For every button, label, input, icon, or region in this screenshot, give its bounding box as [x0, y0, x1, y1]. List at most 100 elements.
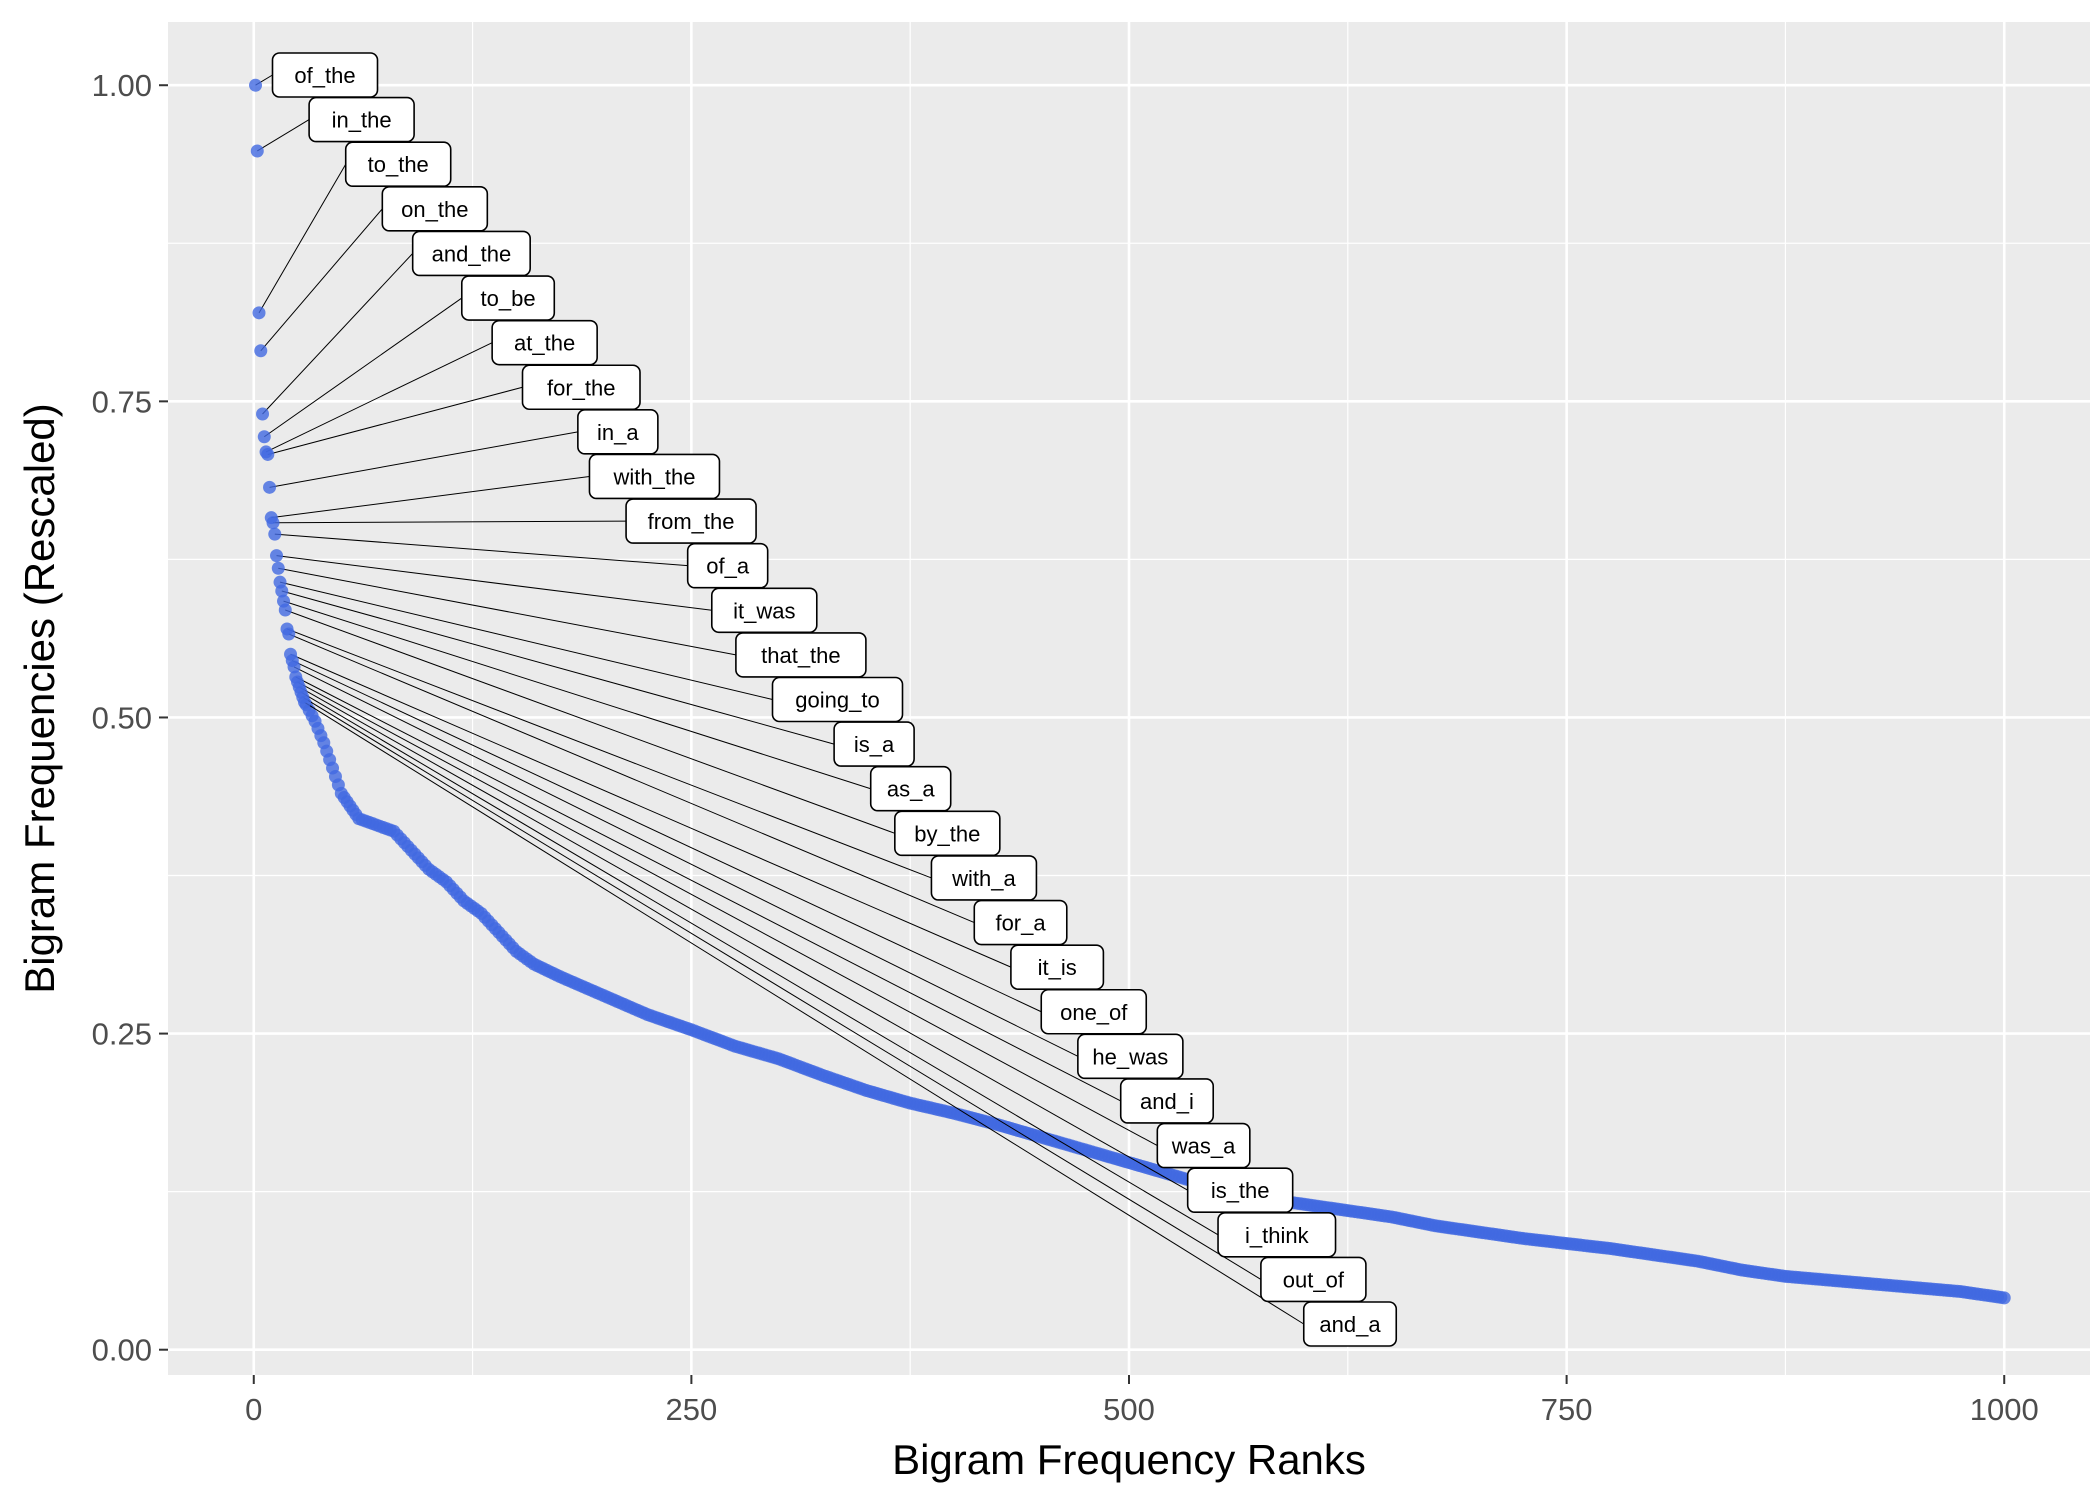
label-text: out_of — [1283, 1267, 1345, 1292]
y-tick-label: 0.50 — [92, 700, 152, 735]
label-box — [771, 676, 904, 723]
point-label: with_a — [930, 855, 1038, 901]
label-text: for_the — [547, 375, 616, 400]
label-text: from_the — [648, 509, 735, 534]
labeled-point — [249, 78, 263, 92]
point-label: out_of — [1260, 1256, 1367, 1303]
point-label: going_to — [771, 676, 904, 723]
x-tick-label: 0 — [245, 1392, 262, 1427]
leader-line — [260, 208, 383, 352]
point-label: to_be — [460, 275, 556, 321]
labeled-point — [266, 516, 280, 530]
y-axis-title: Bigram Frequencies (Rescaled) — [16, 403, 63, 994]
label-text: that_the — [761, 643, 841, 668]
leader-line — [278, 567, 736, 656]
leader-line — [304, 701, 1305, 1325]
leader-line — [292, 660, 1042, 1013]
point-label: is_a — [833, 721, 915, 767]
labeled-point — [263, 480, 277, 494]
point-labels: of_the in_the to_the on_the and_the to_be at_t… — [271, 52, 1398, 1347]
point-label: it_is — [1010, 944, 1105, 990]
label-text: is_a — [854, 732, 895, 757]
y-tick-label: 0.75 — [92, 384, 152, 419]
labeled-point — [261, 447, 275, 461]
leader-line — [285, 609, 895, 834]
leader-line — [258, 163, 347, 314]
label-text: with_a — [951, 866, 1016, 891]
label-text: of_the — [294, 63, 355, 88]
point-label: of_a — [686, 542, 769, 589]
leader-line — [273, 520, 627, 524]
point-label: on_the — [381, 186, 489, 232]
labeled-point — [282, 627, 296, 641]
label-text: was_a — [1171, 1134, 1236, 1159]
labeled-point — [268, 527, 282, 541]
label-text: is_the — [1211, 1178, 1270, 1203]
y-tick-label: 1.00 — [92, 68, 152, 103]
label-text: on_the — [401, 197, 468, 222]
leader-line — [290, 653, 1012, 968]
label-text: to_the — [368, 152, 429, 177]
y-tick-label: 0.00 — [92, 1333, 152, 1368]
leader-line — [283, 600, 871, 790]
point-label: that_the — [735, 632, 867, 678]
labeled-point — [287, 660, 301, 674]
label-text: and_the — [432, 241, 512, 266]
leader-line — [281, 590, 835, 745]
leader-line — [267, 386, 523, 455]
point-label: and_i — [1119, 1078, 1215, 1124]
leader-line — [269, 431, 578, 488]
leader-line — [295, 676, 1121, 1102]
label-text: it_was — [733, 598, 795, 623]
labeled-point — [257, 430, 271, 444]
label-text: of_a — [706, 554, 750, 579]
label-text: in_the — [332, 108, 392, 133]
labeled-point — [252, 306, 266, 320]
leader-line — [265, 342, 493, 453]
labeled-point — [250, 144, 264, 158]
y-tick-label: 0.25 — [92, 1017, 152, 1052]
labeled-point — [254, 344, 268, 358]
leader-line — [271, 475, 590, 519]
leader-line — [257, 119, 310, 152]
point-label: and_the — [411, 230, 531, 277]
point-label: i_think — [1217, 1211, 1337, 1258]
point-label: and_a — [1302, 1301, 1398, 1347]
frequency-curve — [299, 698, 2011, 1305]
leader-line — [263, 297, 463, 438]
x-tick-label: 500 — [1103, 1392, 1155, 1427]
label-box — [833, 721, 915, 767]
leader-line — [274, 533, 688, 567]
leader-line — [302, 696, 1262, 1280]
label-text: with_the — [612, 464, 695, 489]
leader-line — [286, 628, 932, 879]
point-label: with_the — [588, 453, 721, 500]
point-label: as_a — [869, 765, 952, 812]
label-text: i_think — [1245, 1223, 1310, 1248]
x-tick-label: 250 — [666, 1392, 718, 1427]
point-label: one_of — [1040, 988, 1148, 1035]
point-label: in_a — [577, 409, 659, 455]
labeled-points — [249, 78, 312, 709]
point-label: was_a — [1156, 1122, 1251, 1169]
labeled-point — [275, 584, 289, 598]
leader-line — [276, 555, 712, 611]
label-leader-lines — [255, 74, 1305, 1325]
labeled-point — [270, 549, 284, 563]
labeled-point — [298, 695, 312, 709]
label-text: by_the — [914, 821, 980, 846]
labeled-point — [256, 407, 270, 421]
x-tick-label: 750 — [1541, 1392, 1593, 1427]
leader-line — [262, 253, 414, 415]
x-axis-title: Bigram Frequency Ranks — [892, 1436, 1366, 1483]
point-label: for_the — [521, 364, 641, 411]
point-label: by_the — [894, 810, 1001, 857]
label-text: at_the — [514, 331, 575, 356]
labeled-point — [278, 603, 292, 617]
label-text: in_a — [597, 420, 639, 445]
data-point — [1997, 1291, 2011, 1305]
point-label: from_the — [625, 498, 757, 544]
point-label: in_the — [308, 96, 415, 143]
label-text: for_a — [995, 911, 1046, 936]
